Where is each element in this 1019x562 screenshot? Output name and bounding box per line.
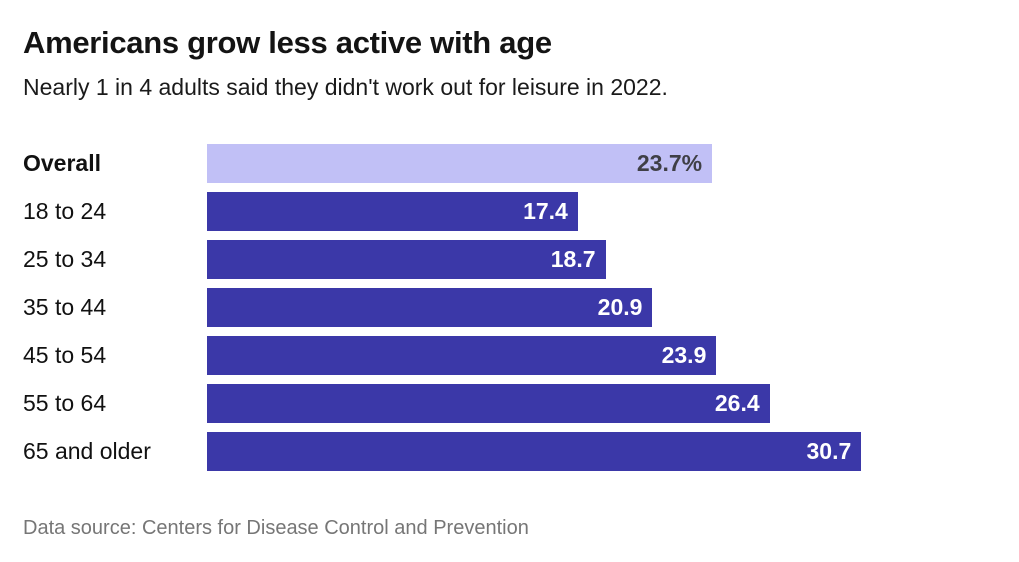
data-source-note: Data source: Centers for Disease Control… — [23, 517, 529, 539]
category-label: 55 to 64 — [23, 390, 107, 416]
bar-track: 18.7 — [207, 240, 1019, 279]
bar-track: 17.4 — [207, 192, 1019, 231]
bar-track: 20.9 — [207, 288, 1019, 327]
bar-row: 25 to 34 18.7 — [0, 240, 1019, 279]
bar-row: 18 to 24 17.4 — [0, 192, 1019, 231]
value-label: 26.4 — [714, 390, 760, 416]
bar-track: 23.9 — [207, 336, 1019, 375]
bar: 23.7% — [207, 144, 713, 183]
bar: 18.7 — [207, 240, 606, 279]
bar: 26.4 — [207, 384, 770, 423]
bar-track: 30.7 — [207, 432, 1019, 471]
category-label: 18 to 24 — [23, 198, 107, 224]
bar: 17.4 — [207, 192, 578, 231]
value-label: 30.7 — [806, 438, 852, 464]
category-label: Overall — [23, 150, 101, 176]
chart-subtitle: Nearly 1 in 4 adults said they didn't wo… — [23, 74, 668, 100]
bar-row: 55 to 64 26.4 — [0, 384, 1019, 423]
chart-title: Americans grow less active with age — [23, 25, 552, 60]
bar-chart: Overall 23.7% 18 to 24 17.4 25 to 34 18.7 35 t… — [0, 144, 1019, 471]
value-label: 20.9 — [597, 294, 643, 320]
bar-row: 65 and older 30.7 — [0, 432, 1019, 471]
bar: 23.9 — [207, 336, 717, 375]
category-label: 25 to 34 — [23, 246, 107, 272]
category-label: 35 to 44 — [23, 294, 107, 320]
bar-row: 45 to 54 23.9 — [0, 336, 1019, 375]
category-label: 45 to 54 — [23, 342, 107, 368]
value-label: 17.4 — [523, 198, 568, 224]
bar: 20.9 — [207, 288, 653, 327]
value-label: 23.9 — [661, 342, 707, 368]
value-label: 18.7 — [550, 246, 596, 272]
bar-track: 23.7% — [207, 144, 1019, 183]
category-label: 65 and older — [23, 438, 151, 464]
value-label: 23.7% — [636, 150, 703, 176]
bar-row: 35 to 44 20.9 — [0, 288, 1019, 327]
bar-track: 26.4 — [207, 384, 1019, 423]
bar-row: Overall 23.7% — [0, 144, 1019, 183]
bar: 30.7 — [207, 432, 862, 471]
